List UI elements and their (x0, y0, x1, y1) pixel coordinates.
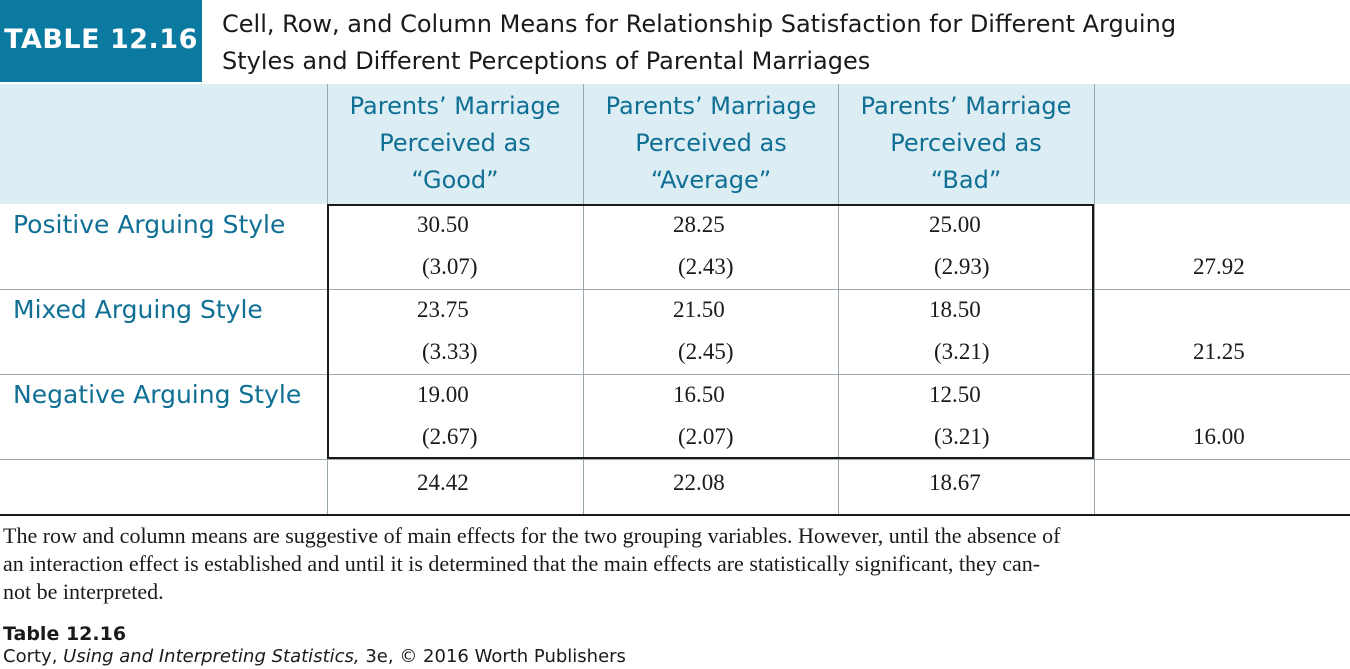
row-mean: 27.92 (1193, 254, 1245, 279)
column-header-line: “Average” (650, 166, 772, 194)
column-header-line: Perceived as (635, 129, 787, 157)
table-note: The row and column means are suggestive … (3, 522, 1343, 606)
cell-sd: (2.45) (678, 339, 734, 364)
row-label-positive: Positive Arguing Style (13, 210, 286, 239)
row-divider (0, 374, 1350, 375)
column-header-line: Parents’ Marriage (349, 92, 561, 120)
cell-mean: 18.50 (929, 297, 981, 322)
column-mean: 24.42 (417, 470, 469, 495)
cell-mean: 28.25 (673, 212, 725, 237)
figure-label: Table 12.16 (3, 623, 127, 645)
cell-means-box (327, 204, 1094, 459)
table-header: TABLE 12.16 Cell, Row, and Column Means … (0, 0, 1350, 82)
source-author: Corty, (3, 646, 58, 667)
means-table: Parents’ Marriage Perceived as “Good” Pa… (0, 84, 1350, 516)
column-header-line: Parents’ Marriage (860, 92, 1072, 120)
table-title-line-2: Styles and Different Perceptions of Pare… (222, 47, 871, 75)
table-note-line: The row and column means are suggestive … (3, 523, 1061, 548)
column-header-band (0, 84, 1350, 204)
column-mean: 22.08 (673, 470, 725, 495)
source-credit: Corty, Using and Interpreting Statistics… (3, 646, 626, 667)
row-label-mixed: Mixed Arguing Style (13, 295, 263, 324)
column-header-good: Parents’ Marriage Perceived as “Good” (330, 88, 580, 199)
table-number-badge: TABLE 12.16 (0, 0, 202, 82)
column-divider (583, 84, 584, 514)
cell-sd: (3.21) (934, 339, 990, 364)
column-header-line: Perceived as (890, 129, 1042, 157)
cell-sd: (2.07) (678, 424, 734, 449)
table-note-line: an interaction effect is established and… (3, 551, 1041, 576)
cell-mean: 21.50 (673, 297, 725, 322)
cell-sd: (3.33) (422, 339, 478, 364)
column-header-line: Parents’ Marriage (605, 92, 817, 120)
column-header-bad: Parents’ Marriage Perceived as “Bad” (841, 88, 1091, 199)
column-divider (838, 84, 839, 514)
table-number: TABLE 12.16 (4, 24, 198, 55)
source-edition: 3e, © 2016 Worth Publishers (365, 646, 626, 667)
column-header-line: “Bad” (930, 166, 1002, 194)
cell-sd: (2.93) (934, 254, 990, 279)
column-mean: 18.67 (929, 470, 981, 495)
cell-mean: 12.50 (929, 382, 981, 407)
table-title: Cell, Row, and Column Means for Relation… (222, 6, 1332, 80)
cell-mean: 30.50 (417, 212, 469, 237)
table-title-line-1: Cell, Row, and Column Means for Relation… (222, 10, 1177, 38)
cell-sd: (2.67) (422, 424, 478, 449)
row-divider (0, 459, 1350, 460)
cell-mean: 25.00 (929, 212, 981, 237)
cell-mean: 16.50 (673, 382, 725, 407)
table-note-line: not be interpreted. (3, 579, 164, 604)
row-mean: 21.25 (1193, 339, 1245, 364)
column-divider (1094, 84, 1095, 514)
row-divider (0, 289, 1350, 290)
row-mean: 16.00 (1193, 424, 1245, 449)
column-header-line: Perceived as (379, 129, 531, 157)
cell-sd: (2.43) (678, 254, 734, 279)
row-label-negative: Negative Arguing Style (13, 380, 302, 409)
cell-sd: (3.21) (934, 424, 990, 449)
cell-sd: (3.07) (422, 254, 478, 279)
cell-mean: 19.00 (417, 382, 469, 407)
table-bottom-rule (0, 514, 1350, 516)
column-header-line: “Good” (411, 166, 499, 194)
cell-mean: 23.75 (417, 297, 469, 322)
column-header-average: Parents’ Marriage Perceived as “Average” (586, 88, 836, 199)
source-book-title: Using and Interpreting Statistics, (63, 646, 360, 667)
